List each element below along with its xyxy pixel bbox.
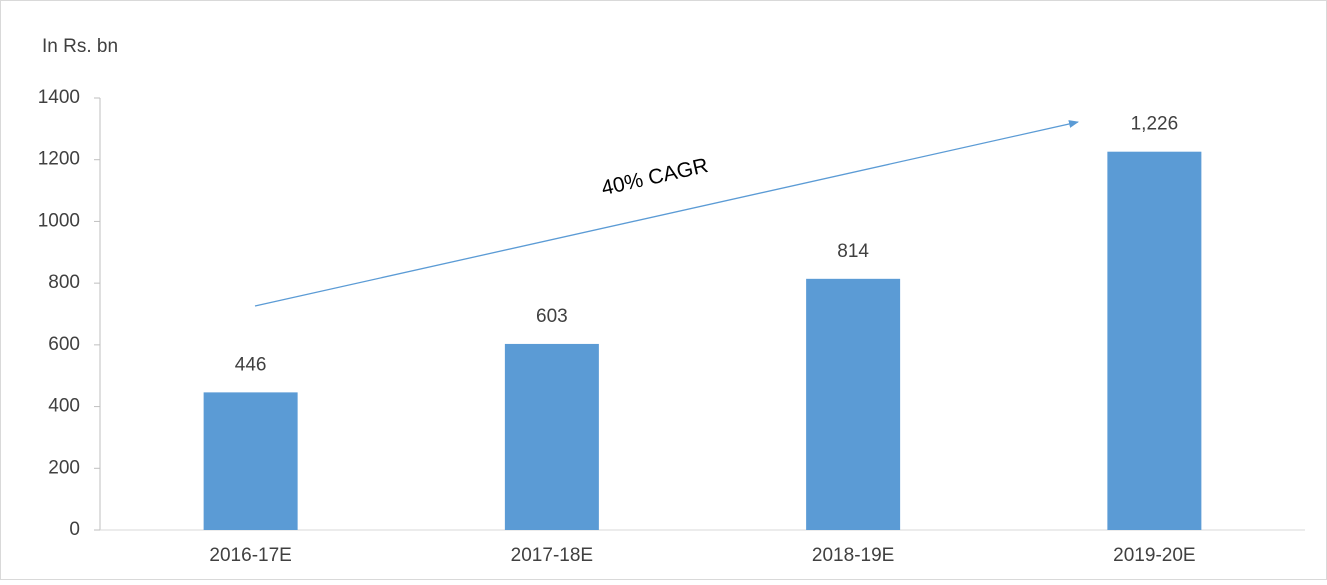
- axis-label: In Rs. bn: [42, 36, 118, 57]
- bar: [1107, 151, 1202, 531]
- value-label: 814: [837, 241, 869, 262]
- x-tick-label: 2017-18E: [511, 545, 593, 566]
- value-label: 603: [536, 306, 568, 327]
- bar: [806, 278, 901, 530]
- bar: [203, 392, 298, 530]
- y-tick-label: 0: [69, 519, 80, 540]
- y-tick-label: 1400: [38, 87, 80, 108]
- y-tick-label: 1000: [38, 210, 80, 231]
- value-label: 1,226: [1131, 114, 1179, 135]
- x-tick-label: 2019-20E: [1113, 545, 1195, 566]
- y-tick-label: 1200: [38, 149, 80, 170]
- cagr-arrow: [254, 120, 1079, 307]
- x-tick-label: 2018-19E: [812, 545, 894, 566]
- x-tick-label: 2016-17E: [209, 545, 291, 566]
- bar: [504, 343, 599, 530]
- y-tick-label: 400: [48, 396, 80, 417]
- y-tick-label: 200: [48, 457, 80, 478]
- value-label: 446: [235, 354, 267, 375]
- y-tick-label: 600: [48, 334, 80, 355]
- y-tick-label: 800: [48, 272, 80, 293]
